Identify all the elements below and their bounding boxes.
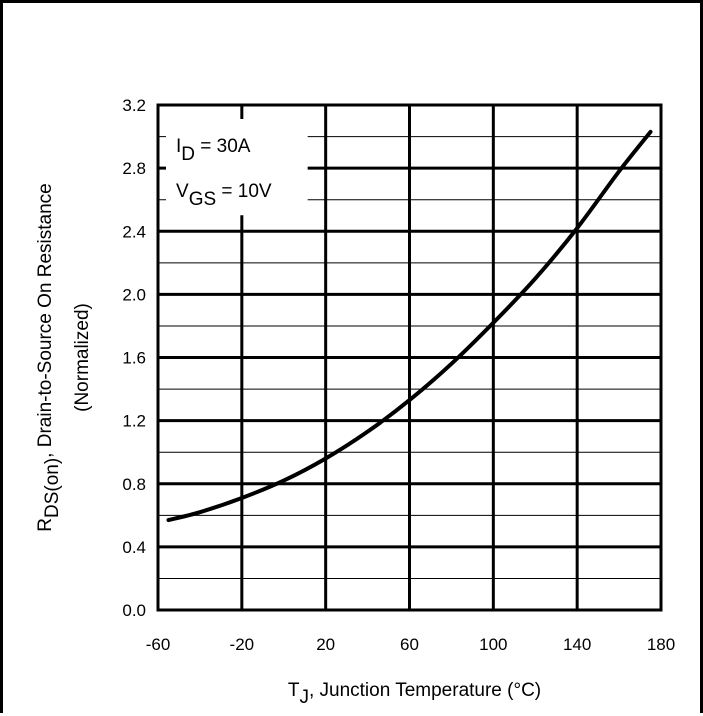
x-tick-label: 20 <box>316 635 335 654</box>
axis-labels: TJ, Junction Temperature (°C) RDS(on), Dr… <box>35 183 541 708</box>
y-tick-label: 2.4 <box>122 222 146 241</box>
y-axis-label-line2: (Normalized) <box>72 303 93 412</box>
x-tick-label: 140 <box>563 635 591 654</box>
y-tick-label: 1.6 <box>122 349 146 368</box>
annotation-text: ID = 30A <box>176 136 251 165</box>
x-tick-label: 180 <box>647 635 675 654</box>
y-tick-label: 1.2 <box>122 412 146 431</box>
x-tick-label: -60 <box>146 635 171 654</box>
y-axis-label: RDS(on), Drain-to-Source On Resistance <box>35 183 63 531</box>
x-axis-label: TJ, Junction Temperature (°C) <box>288 680 541 708</box>
y-tick-label: 2.8 <box>122 159 146 178</box>
plot-border <box>156 103 663 612</box>
annotation-text: VGS = 10V <box>176 181 272 210</box>
y-tick-label: 2.0 <box>122 285 146 304</box>
y-tick-label: 0.0 <box>122 601 146 620</box>
series-line <box>166 129 653 523</box>
series-layer <box>166 129 653 523</box>
y-tick-label: 0.4 <box>122 538 146 557</box>
chart: 0.0 0.4 0.8 1.2 1.6 2.0 2.4 2.8 3.2 -60 -20 20 60 100… <box>35 96 675 708</box>
x-tick-label: -20 <box>230 635 255 654</box>
y-tick-label: 0.8 <box>122 475 146 494</box>
x-tick-label: 100 <box>479 635 507 654</box>
tick-layer: 0.0 0.4 0.8 1.2 1.6 2.0 2.4 2.8 3.2 -60 -20 20 60 100… <box>122 96 675 654</box>
annotation-background <box>166 119 308 216</box>
x-tick-label: 60 <box>400 635 419 654</box>
y-tick-label: 3.2 <box>122 96 146 115</box>
annotation-box: ID = 30A VGS = 10V <box>166 119 308 216</box>
